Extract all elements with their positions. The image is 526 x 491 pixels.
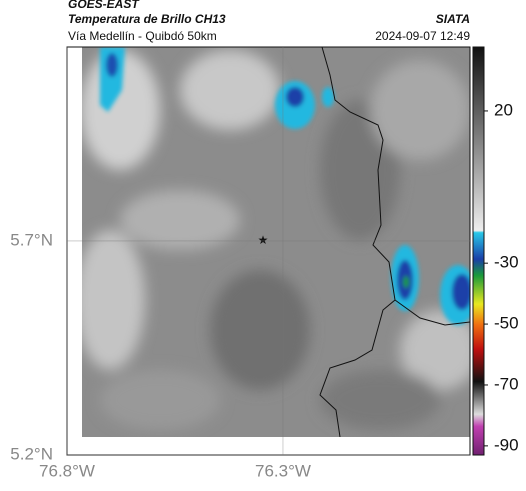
colorbar-tick-label: -30 [494,253,519,272]
location-marker: ★ [258,233,269,247]
satellite-image [82,47,470,437]
route: Vía Medellín - Quibdó 50km [68,29,217,43]
source: GOES-EAST [68,0,140,11]
timestamp: 2024-09-07 12:49 [375,29,470,43]
colorbar-tick-label: -70 [494,374,519,393]
lat-tick-label: 5.7°N [10,230,53,249]
colorbar-tick-label: -90 [494,435,519,454]
lat-tick-label: 5.2°N [10,444,53,463]
product: Temperatura de Brillo CH13 [68,12,226,26]
agency: SIATA [436,12,470,26]
colorbar-tick-label: -50 [494,314,519,333]
colorbar-tick-label: 20 [494,100,513,119]
colorbar [472,46,485,456]
lon-tick-label: 76.8°W [39,461,95,480]
lon-tick-label: 76.3°W [255,461,311,480]
